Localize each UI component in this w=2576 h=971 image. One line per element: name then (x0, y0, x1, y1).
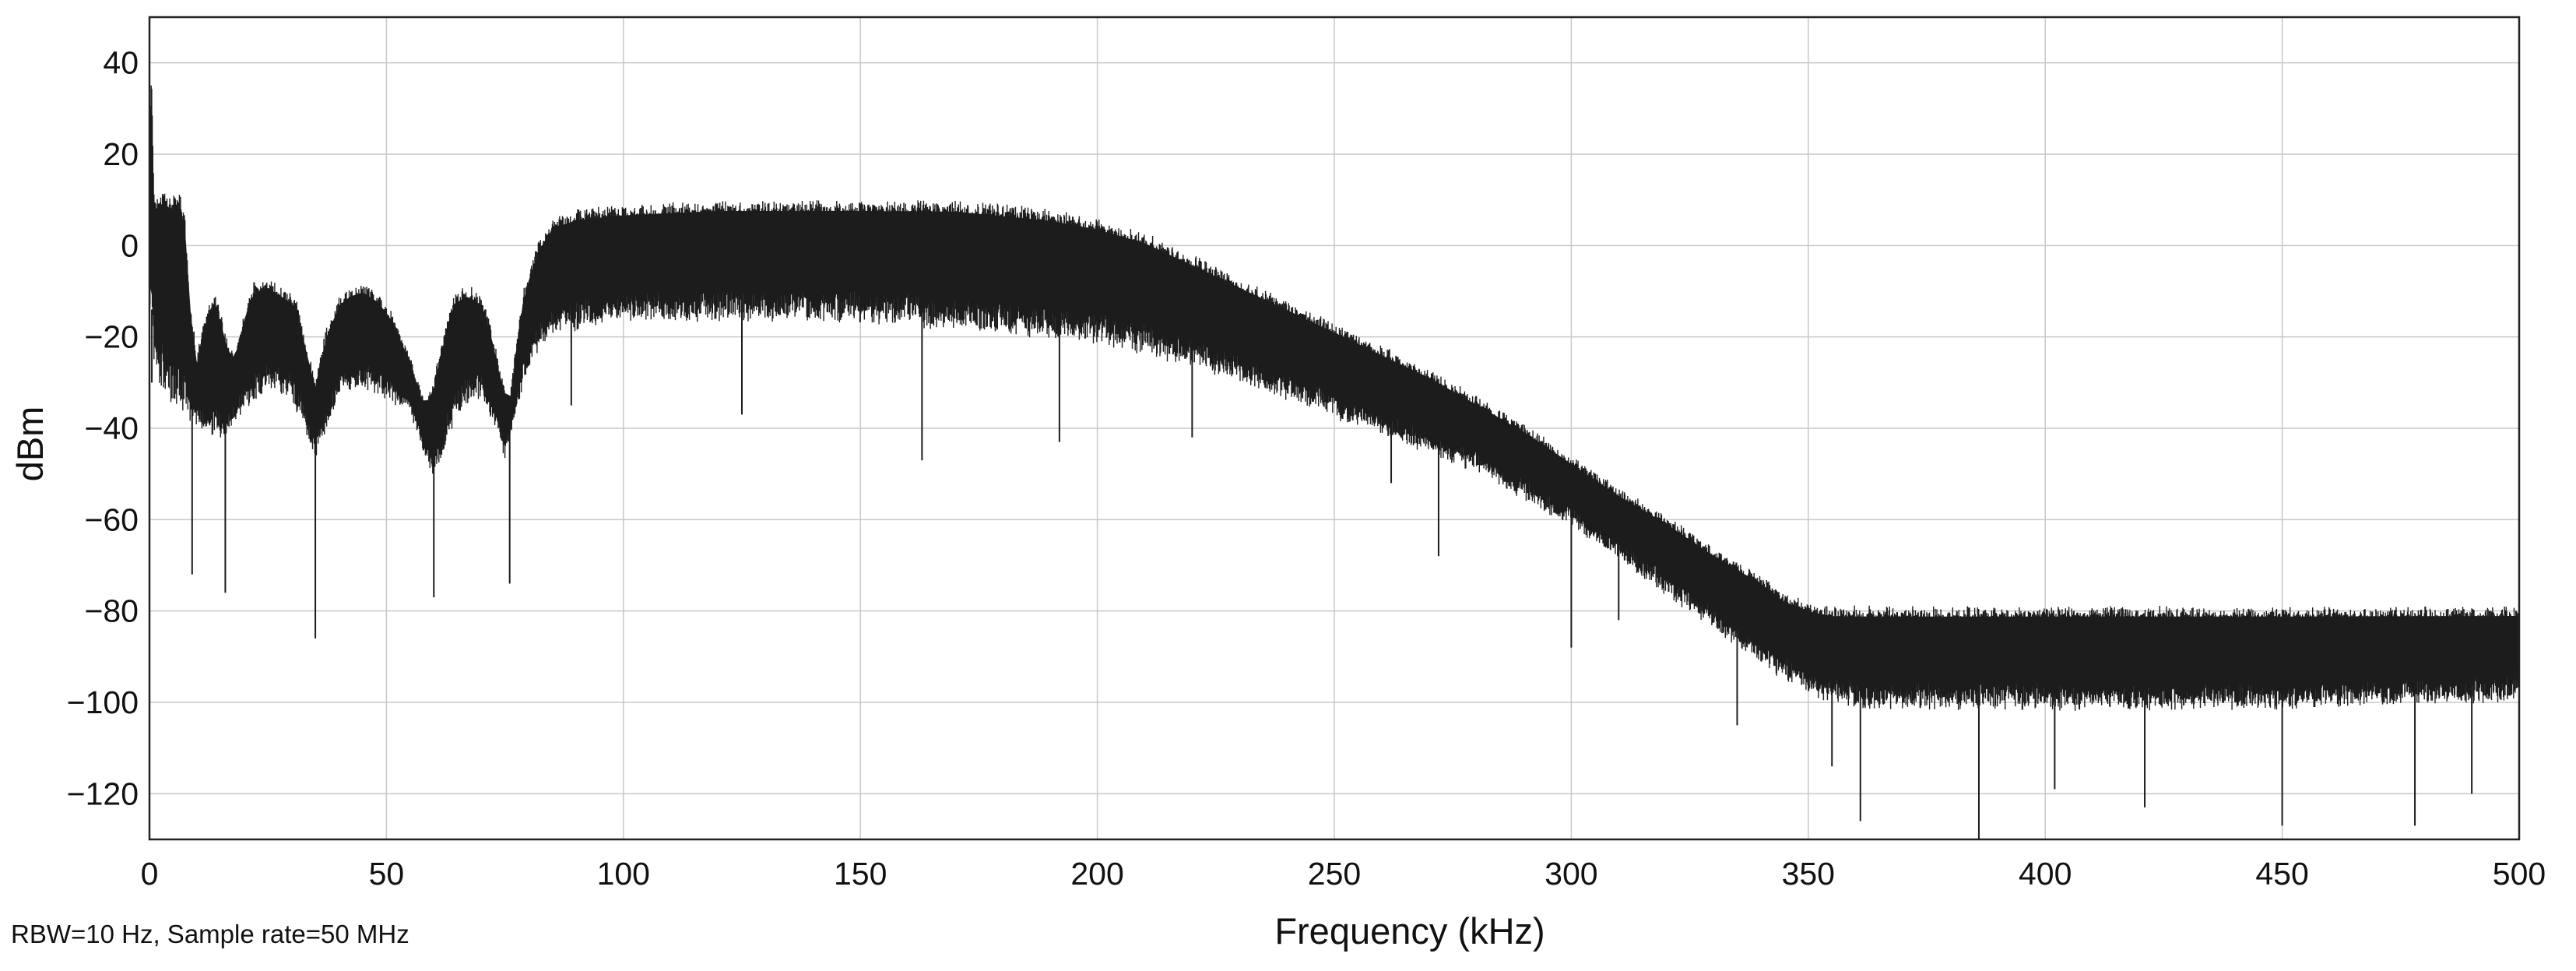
x-tick-label: 400 (2019, 856, 2072, 892)
x-tick-label: 0 (141, 856, 159, 892)
x-tick-label: 200 (1070, 856, 1123, 892)
x-tick-label: 350 (1782, 856, 1835, 892)
x-tick-label: 300 (1545, 856, 1597, 892)
y-tick-label: −20 (84, 319, 139, 355)
y-tick-label: −120 (67, 776, 139, 811)
measurement-settings-note: RBW=10 Hz, Sample rate=50 MHz (11, 920, 409, 948)
y-tick-label: −60 (84, 501, 139, 537)
axes-frame (148, 16, 2521, 841)
x-tick-label: 150 (834, 856, 887, 892)
x-tick-label: 250 (1308, 856, 1361, 892)
x-tick-label: 100 (597, 856, 650, 892)
y-tick-label: −100 (67, 684, 139, 720)
y-tick-label: −40 (84, 410, 139, 446)
y-tick-labels: 40 20 0 −20 −40 −60 −80 −100 −120 (67, 45, 139, 812)
y-tick-label: 20 (103, 136, 139, 172)
x-tick-labels: 0 50 100 150 200 250 300 350 400 450 500 (141, 856, 2546, 892)
x-tick-label: 450 (2255, 856, 2308, 892)
y-tick-label: 40 (103, 45, 139, 81)
y-tick-label: 0 (121, 227, 139, 263)
spectrum-core-band (149, 204, 2519, 670)
x-axis-label: Frequency (kHz) (1274, 910, 1545, 952)
x-tick-label: 500 (2493, 856, 2546, 892)
x-tick-label: 50 (369, 856, 405, 892)
y-axis-label: dBm (9, 406, 51, 482)
y-tick-label: −80 (84, 593, 139, 629)
